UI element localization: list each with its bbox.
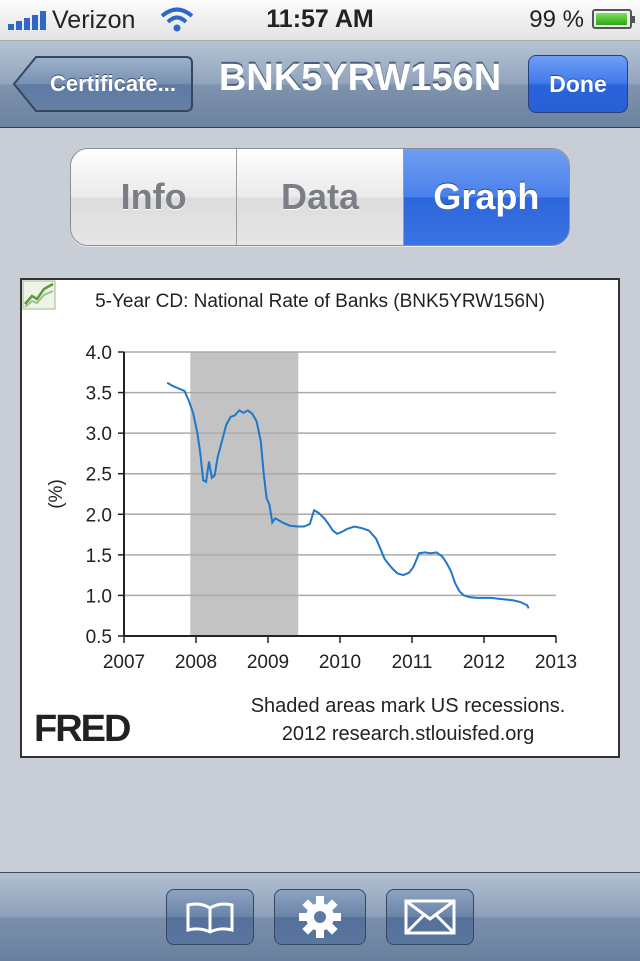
back-button-label: Certificate... [50,71,176,96]
x-tick-label: 2007 [103,652,145,673]
chart-title: 5-Year CD: National Rate of Banks (BNK5Y… [95,291,545,312]
x-tick-label: 2010 [319,652,361,673]
segment-data[interactable]: Data [237,149,404,245]
page-title: BNK5YRW156N [218,57,502,99]
y-tick-label: 1.5 [86,546,112,567]
done-button[interactable]: Done [528,55,628,113]
battery-icon [592,9,635,29]
segment-info[interactable]: Info [71,149,238,245]
chart-panel: 5-Year CD: National Rate of Banks (BNK5Y… [20,278,620,758]
y-axis-label: (%) [46,479,67,509]
y-tick-label: 3.0 [86,424,112,445]
chart-svg: 5-Year CD: National Rate of Banks (BNK5Y… [46,291,577,673]
y-tick-label: 3.5 [86,384,112,405]
navigation-bar: Certificate... BNK5YRW156N Done [0,41,640,128]
settings-button[interactable] [274,889,366,945]
series-line [166,381,530,609]
segmented-control: Info Data Graph [70,148,570,246]
battery-percentage: 99 % [529,6,584,33]
y-tick-label: 4.0 [86,343,112,364]
signal-strength-icon [8,10,48,30]
carrier-label: Verizon [52,6,136,34]
recession-note: Shaded areas mark US recessions. [250,695,566,717]
y-tick-label: 0.5 [86,627,112,648]
source-note: 2012 research.stlouisfed.org [281,723,535,745]
x-tick-label: 2009 [247,652,289,673]
book-icon [186,902,234,934]
x-tick-label: 2008 [175,652,217,673]
x-tick-label: 2012 [463,652,505,673]
x-tick-label: 2013 [535,652,577,673]
gear-icon [299,896,341,938]
mail-icon [404,899,456,935]
status-bar: Verizon 11:57 AM 99 % [0,0,640,41]
y-tick-label: 2.0 [86,505,112,526]
bookmarks-button[interactable] [166,889,254,945]
email-button[interactable] [386,889,474,945]
back-button[interactable]: Certificate... [12,55,194,113]
bottom-toolbar [0,872,640,961]
x-tick-label: 2011 [392,652,433,673]
status-time: 11:57 AM [266,5,374,33]
y-tick-label: 1.0 [86,586,112,607]
chart-credit: Shaded areas mark US recessions. 2012 re… [198,692,618,748]
fred-chart-icon [22,280,56,310]
segment-graph[interactable]: Graph [403,149,569,245]
wifi-icon [160,7,194,32]
y-tick-label: 2.5 [86,465,112,486]
recession-shading [190,352,299,636]
fred-logo: FRED [34,708,131,750]
